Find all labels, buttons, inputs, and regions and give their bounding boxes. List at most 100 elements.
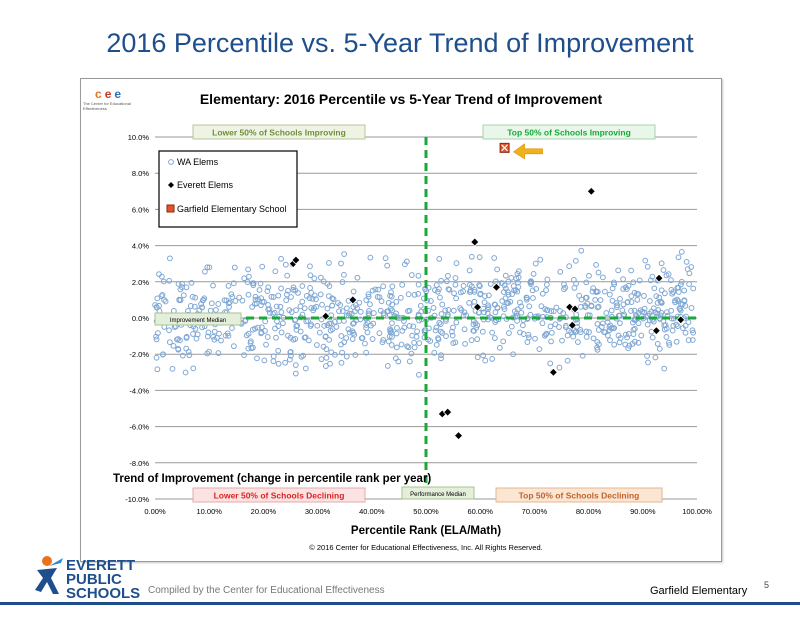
- wa-elem-point: [481, 299, 488, 306]
- wa-elem-point: [523, 296, 530, 303]
- wa-elem-point: [246, 273, 252, 280]
- wa-elem-point: [604, 319, 611, 325]
- wa-elem-point: [394, 325, 400, 331]
- garfield-point-x: [501, 144, 509, 152]
- wa-elem-point: [275, 323, 282, 330]
- wa-elem-point: [482, 357, 489, 364]
- wa-elem-point: [494, 266, 500, 273]
- wa-elem-point: [414, 328, 420, 335]
- wa-elem-point: [453, 295, 459, 302]
- wa-elem-point: [607, 337, 613, 344]
- wa-elem-point: [288, 294, 294, 300]
- x-tick-label: 80.00%: [576, 507, 602, 516]
- legend-wa-label: WA Elems: [177, 157, 219, 167]
- wa-elem-point: [644, 353, 650, 359]
- wa-elem-point: [341, 271, 347, 278]
- wa-elem-point: [311, 292, 318, 299]
- wa-elem-point: [432, 327, 439, 334]
- improvement-median-box: [154, 312, 242, 326]
- wa-elem-point: [338, 333, 345, 339]
- wa-elem-point: [335, 300, 341, 306]
- wa-elem-point: [156, 271, 162, 278]
- wa-elem-point: [190, 331, 196, 337]
- wa-elem-point: [514, 288, 521, 295]
- wa-elem-point: [451, 290, 457, 297]
- everett-logo-figure-icon: [33, 554, 67, 603]
- wa-elem-point: [496, 344, 503, 351]
- wa-elem-point: [154, 366, 161, 373]
- wa-elem-point: [393, 330, 400, 337]
- wa-elem-point: [316, 329, 323, 336]
- x-tick-label: 20.00%: [251, 507, 277, 516]
- wa-elem-point: [204, 264, 211, 271]
- legend-wa-marker: [168, 159, 174, 165]
- wa-elem-point: [530, 295, 536, 301]
- wa-elem-point: [435, 335, 441, 342]
- quadrant-label-bottom-right: Top 50% of Schools Declining: [519, 491, 640, 501]
- wa-elem-point: [592, 296, 599, 303]
- wa-elem-point: [283, 297, 290, 304]
- wa-elem-point: [635, 339, 642, 346]
- wa-elem-point: [450, 324, 456, 331]
- wa-elem-point: [530, 271, 537, 277]
- wa-elem-point: [350, 320, 356, 327]
- wa-elem-point: [369, 287, 376, 294]
- wa-elem-point: [449, 328, 455, 335]
- wa-elem-point: [533, 285, 540, 292]
- everett-elem-point: [651, 326, 661, 336]
- y-tick-label: -10.0%: [125, 495, 149, 504]
- wa-elem-point: [525, 331, 532, 338]
- wa-elem-point: [603, 310, 610, 316]
- wa-elem-point: [255, 296, 261, 303]
- wa-elem-point: [678, 248, 685, 255]
- wa-elem-point: [562, 284, 569, 291]
- wa-elem-point: [625, 282, 632, 289]
- wa-elem-point: [457, 305, 464, 312]
- x-tick-label: 10.00%: [196, 507, 222, 516]
- wa-elem-point: [190, 365, 197, 372]
- wa-elem-point: [652, 309, 659, 315]
- wa-elem-point: [492, 309, 499, 316]
- wa-elem-point: [578, 296, 585, 303]
- wa-elem-point: [290, 284, 297, 291]
- wa-elem-point: [322, 334, 329, 340]
- wa-elem-point: [556, 324, 562, 330]
- slide-title: 2016 Percentile vs. 5-Year Trend of Impr…: [106, 28, 694, 58]
- wa-elem-point: [410, 323, 417, 330]
- wa-elem-point: [216, 330, 222, 337]
- wa-elem-point: [401, 324, 408, 331]
- wa-elem-point: [654, 340, 661, 347]
- wa-elem-point: [382, 255, 389, 262]
- wa-elem-point: [175, 336, 182, 342]
- wa-elem-point: [326, 320, 333, 327]
- wa-elem-point: [268, 293, 275, 300]
- wa-elem-point: [344, 305, 350, 312]
- wa-elem-point: [179, 280, 185, 287]
- wa-elem-point: [282, 359, 289, 366]
- wa-elem-point: [206, 348, 212, 355]
- wa-elem-point: [257, 280, 264, 287]
- y-tick-label: 8.0%: [132, 169, 149, 178]
- wa-elem-point: [494, 304, 501, 311]
- wa-elem-point: [648, 308, 655, 315]
- wa-elem-point: [584, 300, 591, 307]
- wa-elem-point: [191, 303, 198, 310]
- wa-elem-point: [392, 355, 399, 362]
- wa-elem-point: [594, 288, 601, 295]
- wa-elem-point: [663, 272, 670, 279]
- wa-elem-point: [175, 280, 182, 287]
- improvement-median-label: Improvement Median: [170, 318, 226, 324]
- wa-elem-point: [339, 308, 346, 315]
- wa-elem-point: [264, 288, 271, 295]
- wa-elem-point: [539, 290, 546, 297]
- wa-elem-point: [370, 320, 377, 327]
- wa-elem-point: [363, 324, 370, 331]
- wa-elem-point: [278, 285, 284, 292]
- wa-elem-point: [526, 303, 533, 310]
- wa-elem-point: [453, 319, 460, 326]
- wa-elem-point: [606, 291, 613, 298]
- wa-elem-point: [293, 326, 300, 333]
- y-tick-label: 4.0%: [132, 242, 149, 251]
- legend-garfield-label: Garfield Elementary School: [177, 204, 287, 214]
- wa-elem-point: [594, 304, 601, 311]
